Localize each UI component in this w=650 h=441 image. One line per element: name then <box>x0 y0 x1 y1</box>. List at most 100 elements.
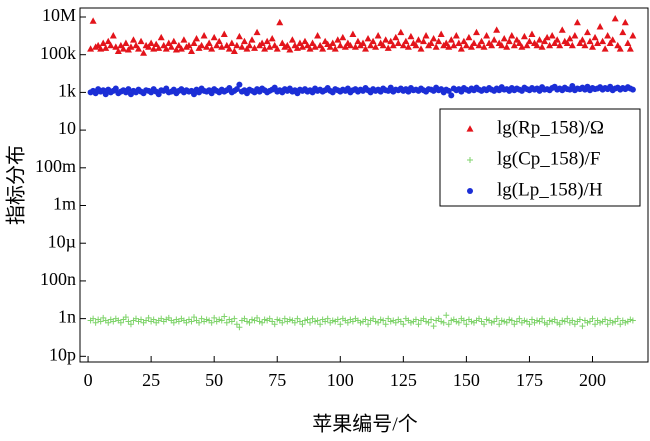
marker-triangle <box>245 41 253 49</box>
marker-plus <box>455 319 462 326</box>
marker-circle <box>629 86 636 93</box>
series-points <box>87 81 636 99</box>
marker-triangle <box>515 39 523 46</box>
marker-plus <box>453 318 460 325</box>
marker-triangle <box>500 34 508 42</box>
marker-triangle <box>243 45 251 52</box>
marker-plus <box>90 315 97 322</box>
marker-triangle <box>399 41 407 49</box>
marker-plus <box>481 321 488 328</box>
marker-triangle <box>167 43 175 50</box>
marker-triangle <box>392 33 400 41</box>
marker-plus <box>236 324 243 331</box>
marker-triangle <box>551 39 559 46</box>
marker-plus <box>493 315 500 322</box>
marker-triangle <box>430 34 438 42</box>
series-points <box>87 312 636 331</box>
marker-plus <box>467 157 473 163</box>
marker-plus <box>314 317 321 324</box>
marker-plus <box>246 319 253 326</box>
marker-triangle <box>528 30 536 37</box>
marker-triangle <box>387 37 395 45</box>
marker-plus <box>604 321 611 328</box>
marker-triangle <box>586 37 594 45</box>
marker-plus <box>125 318 132 325</box>
marker-triangle <box>177 45 185 52</box>
marker-triangle <box>462 41 470 49</box>
marker-plus <box>534 317 541 324</box>
marker-triangle <box>498 41 506 49</box>
marker-triangle <box>520 32 528 40</box>
marker-plus <box>231 315 238 322</box>
marker-triangle <box>218 43 226 50</box>
marker-plus <box>256 318 263 325</box>
marker-triangle <box>394 39 402 46</box>
marker-triangle <box>210 33 218 41</box>
marker-triangle <box>162 45 170 52</box>
marker-triangle <box>601 45 609 52</box>
marker-triangle <box>326 43 334 50</box>
marker-triangle <box>558 26 566 33</box>
marker-triangle <box>278 39 286 46</box>
marker-triangle <box>417 45 425 52</box>
marker-triangle <box>283 41 291 49</box>
legend-label: lg(Cp_158)/F <box>497 148 600 169</box>
marker-plus <box>602 316 609 323</box>
marker-triangle <box>339 33 347 41</box>
legend-label: lg(Rp_158)/Ω <box>497 117 604 138</box>
marker-triangle <box>404 43 412 50</box>
marker-plus <box>380 317 387 324</box>
marker-plus <box>344 319 351 326</box>
marker-triangle <box>114 47 122 54</box>
marker-plus <box>468 318 475 325</box>
marker-triangle <box>566 34 574 42</box>
marker-plus <box>251 317 258 324</box>
marker-plus <box>561 318 568 325</box>
marker-plus <box>375 319 382 326</box>
marker-triangle <box>180 36 188 43</box>
marker-triangle <box>140 49 148 56</box>
marker-triangle <box>503 43 511 50</box>
marker-triangle <box>268 34 276 42</box>
marker-triangle <box>480 43 488 50</box>
marker-plus <box>382 321 389 328</box>
marker-plus <box>307 319 314 326</box>
marker-triangle <box>589 43 597 50</box>
marker-triangle <box>616 45 624 52</box>
marker-plus <box>105 319 112 326</box>
marker-triangle <box>576 39 584 46</box>
marker-plus <box>322 318 329 325</box>
marker-triangle <box>604 32 612 39</box>
marker-plus <box>579 323 586 330</box>
marker-triangle <box>185 41 193 49</box>
marker-plus <box>208 319 215 326</box>
marker-plus <box>483 316 490 323</box>
marker-plus <box>100 314 107 321</box>
marker-plus <box>271 321 278 328</box>
marker-triangle <box>442 39 450 46</box>
marker-plus <box>362 316 369 323</box>
marker-plus <box>241 315 248 322</box>
marker-triangle <box>541 37 549 45</box>
marker-plus <box>92 319 99 326</box>
marker-triangle <box>465 33 473 41</box>
marker-plus <box>175 318 182 325</box>
marker-circle <box>233 86 240 93</box>
x-tick-label: 175 <box>516 370 543 390</box>
marker-plus <box>488 319 495 326</box>
marker-triangle <box>546 41 554 49</box>
marker-plus <box>536 318 543 325</box>
legend: lg(Rp_158)/Ω lg(Cp_158)/F lg(Lp_158)/H <box>439 108 641 207</box>
marker-triangle <box>553 36 561 43</box>
marker-triangle <box>208 45 216 52</box>
marker-triangle <box>372 43 380 50</box>
marker-plus <box>478 318 485 325</box>
marker-plus <box>407 319 414 326</box>
marker-triangle <box>170 37 178 45</box>
marker-triangle <box>420 37 428 45</box>
marker-triangle <box>538 43 546 50</box>
marker-triangle <box>626 45 634 52</box>
x-tick-label: 150 <box>453 370 480 390</box>
y-tick-label: 1k <box>58 81 76 101</box>
marker-triangle <box>523 41 531 49</box>
